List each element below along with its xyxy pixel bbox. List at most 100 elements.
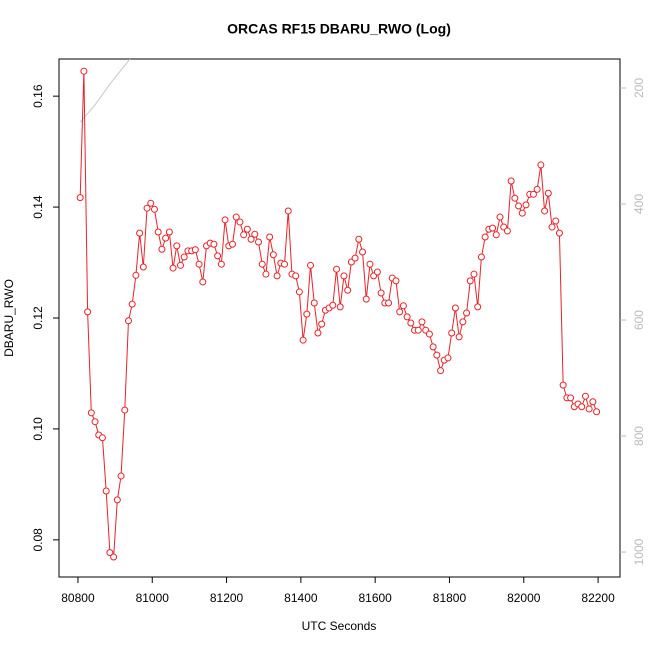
data-point <box>399 302 407 310</box>
data-point <box>425 330 433 338</box>
data-point <box>433 351 441 359</box>
data-point <box>385 299 393 307</box>
data-point <box>247 235 255 243</box>
data-point <box>581 392 589 400</box>
data-point <box>162 234 170 242</box>
chart-title: ORCAS RF15 DBARU_RWO (Log) <box>227 21 451 37</box>
data-point <box>318 320 326 328</box>
data-point <box>336 303 344 311</box>
data-point <box>593 408 601 416</box>
data-point <box>307 261 315 269</box>
data-point <box>492 231 500 239</box>
data-point <box>366 260 374 268</box>
data-point <box>113 496 121 504</box>
data-point <box>407 319 415 327</box>
data-point <box>552 217 560 225</box>
data-point <box>559 381 567 389</box>
data-point <box>284 207 292 215</box>
data-point <box>518 209 526 217</box>
data-point <box>351 254 359 262</box>
data-point <box>541 207 549 215</box>
data-point <box>459 318 467 326</box>
data-point <box>448 329 456 337</box>
data-point <box>106 549 114 557</box>
data-point <box>281 260 289 268</box>
data-point <box>511 194 519 202</box>
data-point <box>578 403 586 411</box>
y2-tick-label: 600 <box>632 310 646 330</box>
data-point <box>154 228 162 236</box>
data-point <box>262 270 270 278</box>
x-tick-label: 82000 <box>507 591 541 605</box>
data-point <box>176 261 184 269</box>
y-tick-label: 0.14 <box>31 195 45 219</box>
y-tick-label: 0.08 <box>31 528 45 552</box>
y-tick-label: 0.16 <box>31 84 45 108</box>
data-point <box>344 286 352 294</box>
data-point <box>299 336 307 344</box>
data-point <box>214 252 222 260</box>
data-point <box>98 434 106 442</box>
data-point <box>567 394 575 402</box>
data-point <box>329 301 337 309</box>
data-point <box>150 205 158 213</box>
data-point <box>199 278 207 286</box>
data-point <box>147 199 155 207</box>
y-tick-label: 0.10 <box>31 417 45 441</box>
data-point <box>102 487 110 495</box>
data-point <box>529 190 537 198</box>
data-point <box>221 216 229 224</box>
data-point <box>489 224 497 232</box>
x-tick-label: 81600 <box>358 591 392 605</box>
data-point <box>515 202 523 210</box>
data-point <box>377 289 385 297</box>
data-point <box>255 238 263 246</box>
data-point <box>414 326 422 334</box>
y-axis-label: DBARU_RWO <box>2 279 16 357</box>
data-point <box>243 225 251 233</box>
data-point <box>537 161 545 169</box>
data-point <box>232 213 240 221</box>
data-point <box>333 265 341 273</box>
data-point <box>507 177 515 185</box>
data-point <box>124 317 132 325</box>
data-point <box>236 218 244 226</box>
data-point <box>437 367 445 375</box>
data-point <box>84 308 92 316</box>
data-point <box>136 229 144 237</box>
data-point <box>470 270 478 278</box>
data-point <box>165 228 173 236</box>
x-tick-label: 82200 <box>581 591 615 605</box>
data-point <box>143 204 151 212</box>
data-point <box>373 268 381 276</box>
data-point <box>173 242 181 250</box>
data-point <box>362 295 370 303</box>
data-point <box>76 194 84 202</box>
data-point <box>210 240 218 248</box>
data-point <box>229 240 237 248</box>
data-point <box>87 409 95 417</box>
data-point <box>359 248 367 256</box>
data-point <box>555 229 563 237</box>
data-point <box>258 260 266 268</box>
data-point <box>310 299 318 307</box>
data-point <box>158 245 166 253</box>
plot-area <box>76 59 601 561</box>
data-point <box>533 185 541 193</box>
data-point <box>496 213 504 221</box>
y2-tick-label: 200 <box>632 78 646 98</box>
data-point <box>169 264 177 272</box>
data-point <box>80 67 88 75</box>
data-point <box>455 333 463 341</box>
data-point <box>139 263 147 271</box>
data-point <box>474 303 482 311</box>
x-tick-label: 81400 <box>284 591 318 605</box>
data-point <box>195 260 203 268</box>
data-point <box>589 398 597 406</box>
x-tick-label: 81800 <box>433 591 467 605</box>
y-tick-label: 0.12 <box>31 306 45 330</box>
data-point <box>477 253 485 261</box>
data-point <box>251 230 259 238</box>
data-point <box>121 406 129 414</box>
